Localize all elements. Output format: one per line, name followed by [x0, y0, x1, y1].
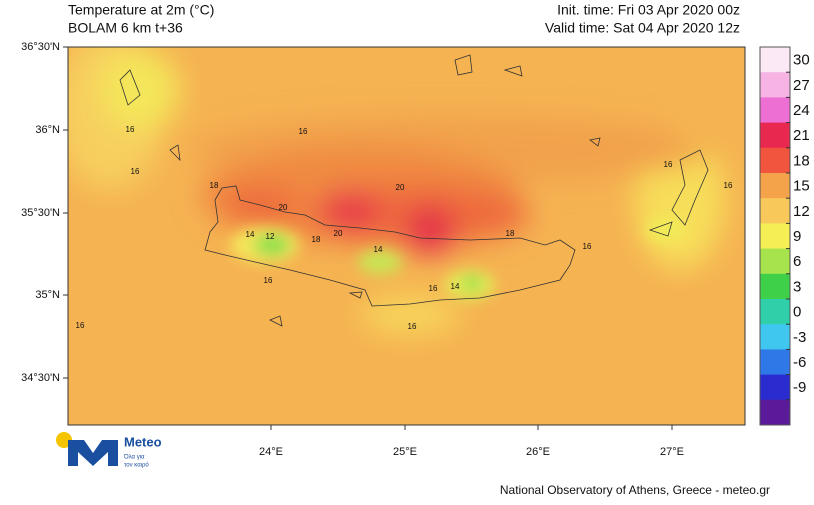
- colorbar-band: [760, 299, 790, 325]
- contour-label: 16: [583, 242, 592, 251]
- coastline: [119, 54, 709, 327]
- contour-label: 14: [451, 282, 460, 291]
- contour-label: 16: [126, 125, 135, 134]
- map-frame: [67, 46, 746, 426]
- contour-label: 16: [131, 167, 140, 176]
- colorbar-label: 21: [793, 127, 810, 144]
- colorbar-label: 18: [793, 152, 810, 169]
- footer: National Observatory of Athens, Greece -…: [500, 483, 770, 497]
- map-labels: 36°30'N 36°N 35°30'N 35°N 34°30'N 24°E 25°E 26°…: [21, 41, 810, 458]
- colorbar-band: [760, 147, 790, 174]
- contour-label: 16: [264, 276, 273, 285]
- lon-label: 27°E: [660, 446, 684, 458]
- colorbar-label: 9: [793, 228, 801, 245]
- subtitle: BOLAM 6 km t+36: [68, 20, 183, 36]
- colorbar-band: [760, 248, 790, 275]
- colorbar-band: [760, 374, 790, 401]
- lon-label: 26°E: [526, 446, 550, 458]
- contour-label: 16: [76, 321, 85, 330]
- contour-label: 14: [246, 230, 255, 239]
- colorbar-label: 27: [793, 77, 810, 94]
- colorbar-label: 15: [793, 178, 810, 195]
- contour-label: 16: [299, 127, 308, 136]
- colorbar-band: [760, 173, 790, 199]
- contour-label: 20: [279, 203, 288, 212]
- contour-label: 16: [429, 284, 438, 293]
- contour-label: 12: [266, 232, 275, 241]
- colorbar-band: [760, 349, 790, 376]
- valid-time: Valid time: Sat 04 Apr 2020 12z: [545, 20, 740, 36]
- temperature-field: [68, 47, 745, 425]
- init-time: Init. time: Fri 03 Apr 2020 00z: [557, 2, 740, 18]
- logo: Meteo Όλα για τον καιρό: [56, 432, 162, 469]
- colorbar-label: 3: [793, 278, 801, 295]
- colorbar-band: [760, 223, 790, 250]
- logo-name: Meteo: [124, 434, 162, 449]
- contour-label: 16: [664, 160, 673, 169]
- colorbar-label: 30: [793, 52, 810, 69]
- colorbar-label: 0: [793, 304, 801, 321]
- contour-label: 14: [374, 245, 383, 254]
- colorbar-label: 24: [793, 102, 810, 119]
- lat-label: 35°30'N: [21, 207, 60, 219]
- colorbar-frame: [759, 46, 791, 426]
- logo-mark: [68, 440, 118, 466]
- contour-label: 18: [210, 181, 219, 190]
- logo-tagline: τον καιρό: [124, 462, 149, 469]
- lat-label: 36°30'N: [21, 41, 60, 53]
- contour-label: 18: [312, 235, 321, 244]
- colorbar-band: [760, 47, 790, 73]
- lon-label: 24°E: [259, 446, 283, 458]
- logo-tagline: Όλα για: [123, 455, 145, 461]
- contour-label: 20: [396, 183, 405, 192]
- colorbar-label: -6: [793, 354, 806, 371]
- lat-label: 34°30'N: [21, 372, 60, 384]
- contour-label: 20: [334, 229, 343, 238]
- colorbar-band: [760, 198, 790, 224]
- colorbar-band: [760, 273, 790, 300]
- colorbar-band: [760, 122, 790, 149]
- lat-label: 35°N: [35, 289, 60, 301]
- contour-label: 16: [724, 181, 733, 190]
- colorbar-label: -9: [793, 379, 806, 396]
- lon-label: 25°E: [393, 446, 417, 458]
- contour-label: 18: [506, 229, 515, 238]
- colorbar-band: [760, 72, 790, 98]
- contour-label: 16: [408, 322, 417, 331]
- colorbar-label: 6: [793, 253, 801, 270]
- lat-label: 36°N: [35, 124, 60, 136]
- colorbar-label: 12: [793, 203, 810, 220]
- title: Temperature at 2m (°C): [68, 2, 214, 18]
- colorbar-label: -3: [793, 329, 806, 346]
- colorbar-band: [760, 97, 790, 124]
- colorbar-band: [760, 324, 790, 350]
- colorbar-band: [760, 399, 790, 426]
